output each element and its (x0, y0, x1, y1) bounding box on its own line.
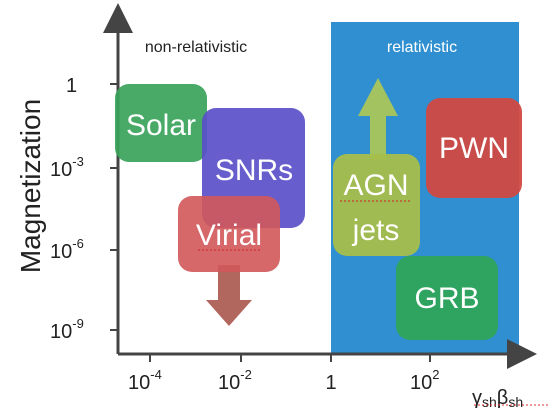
agn-up-arrow (358, 78, 398, 160)
agn-label-line2: jets (352, 214, 400, 247)
virial-down-arrow (206, 265, 252, 326)
pwn-box (426, 98, 522, 198)
agn-label-line1: AGN (343, 169, 408, 202)
y-ticks (110, 83, 118, 331)
x-tick-label-1e-4: 10-4 (128, 367, 162, 394)
y-tick-label-1: 1 (66, 75, 77, 97)
non-relativistic-label: non-relativistic (145, 39, 247, 56)
agn-box (333, 154, 420, 256)
x-tick-label-1e-2: 10-2 (218, 367, 252, 394)
snrs-label: SNRs (215, 154, 293, 187)
x-tick-label-1e2: 102 (410, 367, 439, 394)
pwn-label: PWN (439, 132, 509, 165)
y-tick-label-1e-9: 10-9 (50, 316, 84, 343)
relativistic-label: relativistic (387, 39, 457, 56)
grb-label: GRB (414, 282, 479, 315)
virial-box (178, 196, 280, 272)
solar-label: Solar (126, 109, 196, 142)
y-tick-label-1e-3: 10-3 (50, 154, 84, 181)
grb-box (396, 256, 498, 340)
y-tick-label-1e-6: 10-6 (50, 236, 84, 263)
x-tick-label-1: 1 (325, 372, 336, 394)
solar-box (115, 84, 207, 162)
y-axis-title: Magnetization (15, 99, 46, 273)
virial-label: Virial (196, 219, 262, 252)
x-axis-title: γshβsh (472, 387, 523, 408)
x-ticks (149, 354, 431, 362)
